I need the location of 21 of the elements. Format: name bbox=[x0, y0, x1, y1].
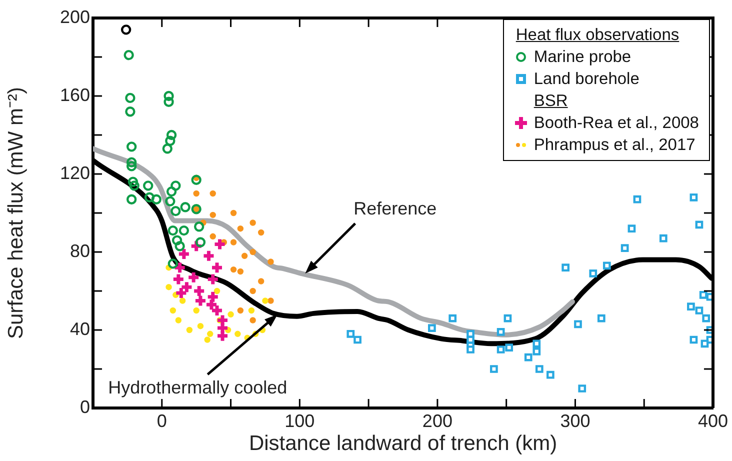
x-tick-label: 300 bbox=[560, 410, 590, 431]
annotation: Reference bbox=[354, 198, 437, 218]
annotation: BSR bbox=[532, 91, 569, 112]
x-axis-title: Distance landward of trench (km) bbox=[248, 432, 558, 456]
y-axis-title: Surface heat flux (mW m⁻²) bbox=[4, 86, 28, 340]
x-tick-label: 200 bbox=[422, 410, 452, 431]
x-tick-label: 0 bbox=[156, 410, 167, 431]
legend-label: Phrampus et al., 2017 bbox=[534, 135, 696, 156]
y-tick-label: 0 bbox=[80, 396, 90, 417]
x-tick-label: 100 bbox=[284, 410, 315, 431]
x-tick-label: 400 bbox=[698, 410, 728, 431]
y-tick-label: 120 bbox=[60, 162, 90, 183]
legend-title: Heat flux observations bbox=[514, 25, 680, 46]
y-tick-label: 40 bbox=[70, 318, 90, 339]
legend-label: Marine probe bbox=[534, 47, 632, 68]
y-tick-label: 80 bbox=[70, 240, 90, 261]
legend-label: Booth-Rea et al., 2008 bbox=[534, 113, 699, 134]
annotation: Hydrothermally cooled bbox=[108, 377, 288, 398]
y-tick-label: 160 bbox=[60, 84, 90, 105]
y-tick-label: 200 bbox=[60, 6, 90, 27]
legend-label: Land borehole bbox=[534, 69, 640, 90]
